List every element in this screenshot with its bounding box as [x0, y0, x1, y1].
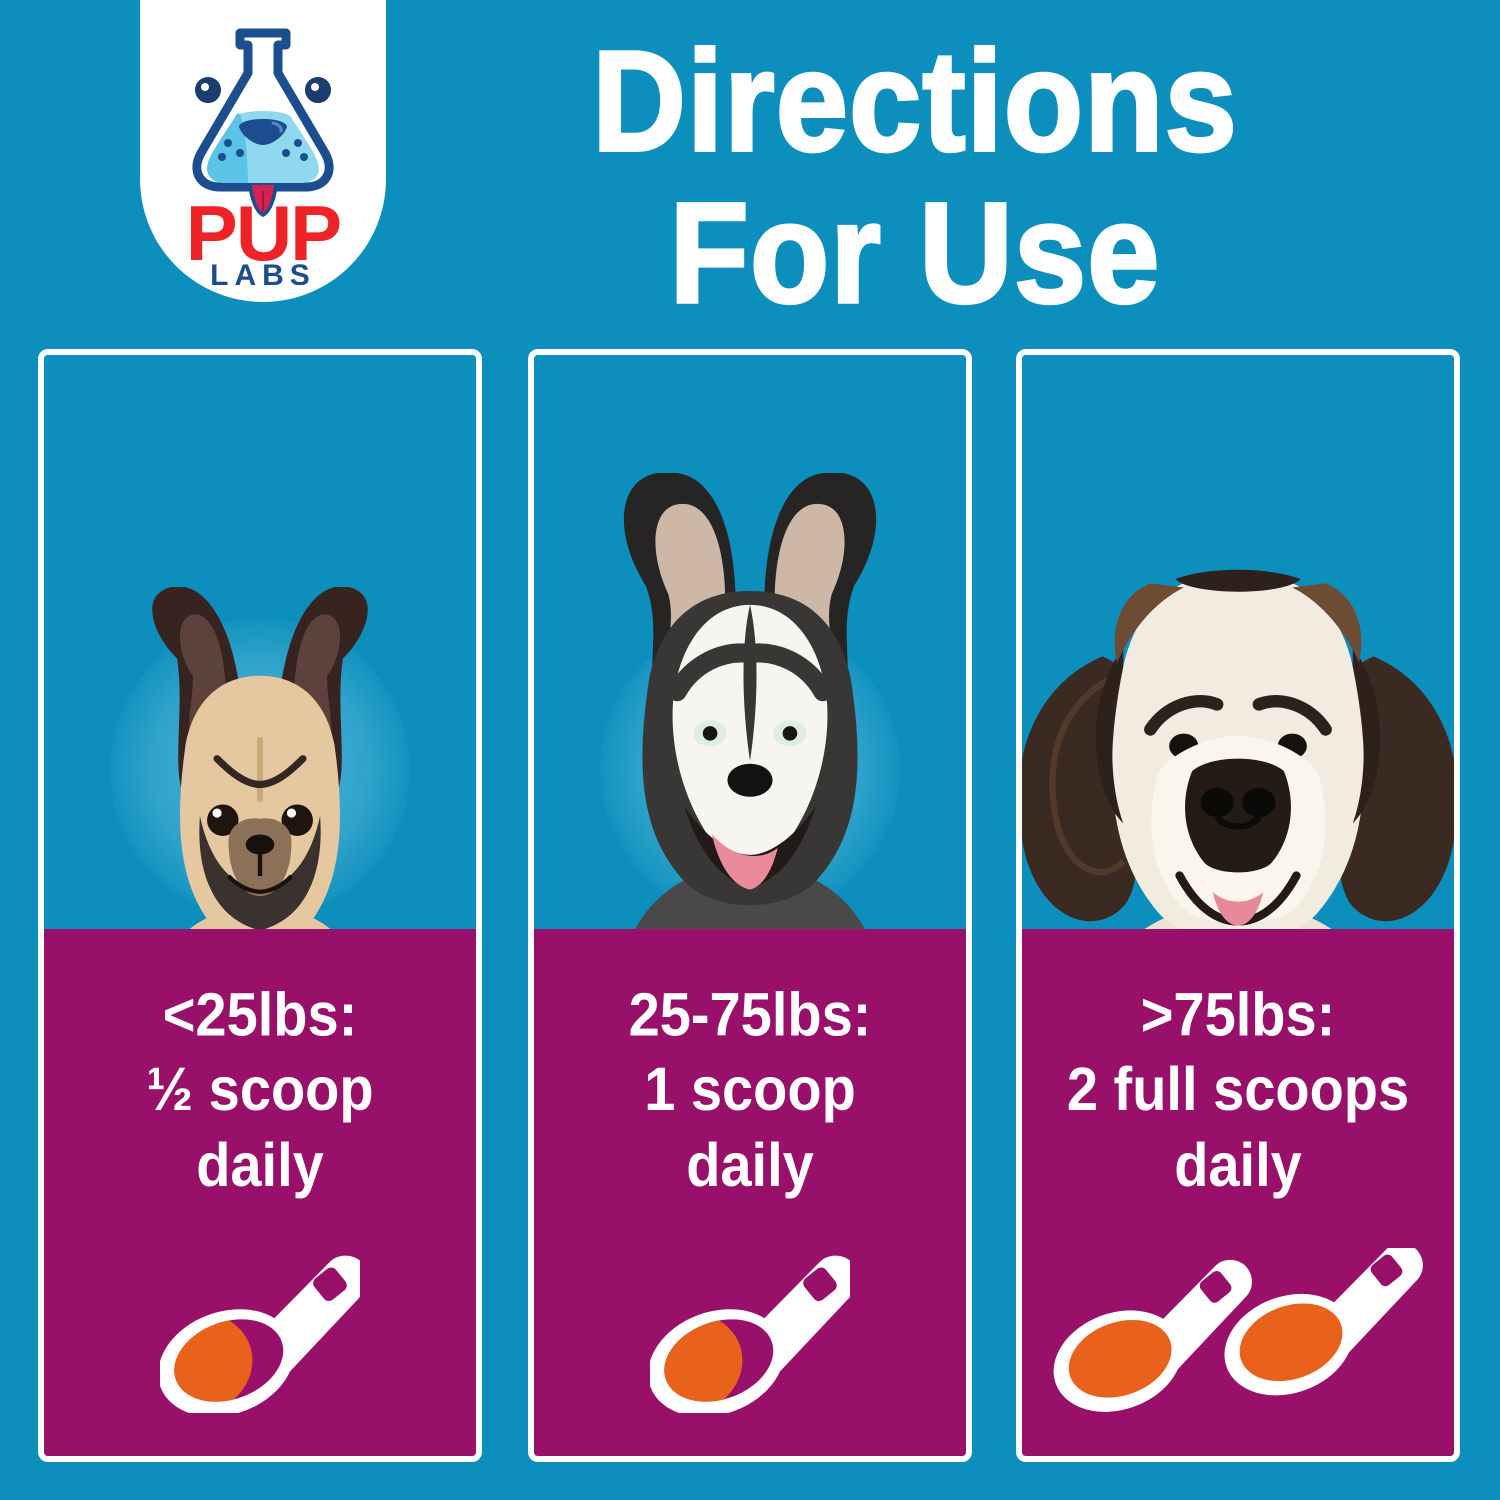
- svg-text:LABS: LABS: [210, 259, 316, 285]
